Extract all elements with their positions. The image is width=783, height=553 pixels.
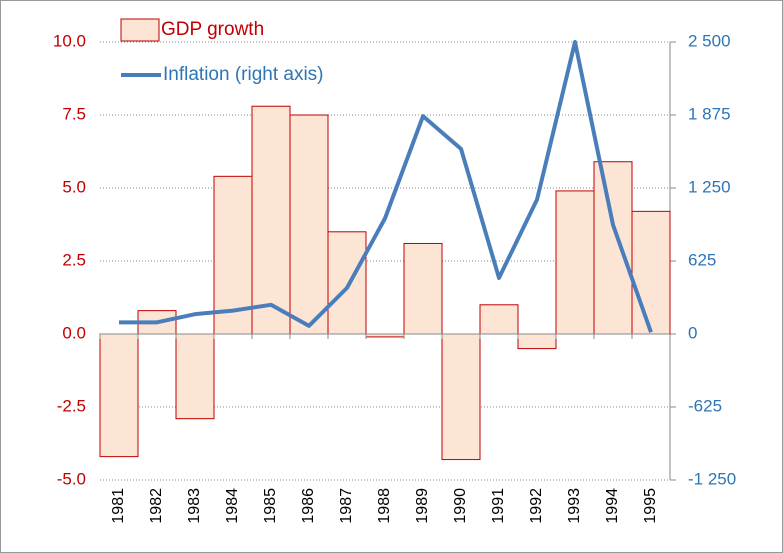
legend-swatch [120, 18, 160, 42]
legend-label: GDP growth [161, 19, 264, 40]
y-tick-label: -2.5 [57, 396, 86, 415]
x-tick-label: 1984 [224, 488, 241, 524]
line [119, 40, 653, 333]
y-tick-label: 10.0 [53, 31, 86, 50]
legend-label: Inflation (right axis) [163, 64, 324, 85]
bar [555, 190, 595, 335]
bar [99, 333, 139, 458]
y2-tick-label: 0 [688, 323, 697, 342]
x-tick-label: 1982 [148, 488, 165, 524]
y2-tick-label: 625 [688, 250, 716, 269]
y-tick-label: -5.0 [57, 469, 86, 488]
bar [289, 114, 329, 335]
x-tick-label: 1981 [110, 488, 127, 524]
x-tick-label: 1991 [490, 488, 507, 524]
bar [441, 333, 481, 461]
y2-tick-label: 2 500 [688, 31, 731, 50]
y-tick-label: 0.0 [62, 323, 86, 342]
x-tick-label: 1995 [642, 488, 659, 524]
x-tick-label: 1988 [376, 488, 393, 524]
bar [593, 161, 633, 335]
x-tick-label: 1994 [604, 488, 621, 524]
bar [327, 231, 367, 335]
x-tick-label: 1983 [186, 488, 203, 524]
bar [403, 242, 443, 335]
bar [479, 304, 519, 335]
x-tick-label: 1992 [528, 488, 545, 524]
x-tick-label: 1985 [262, 488, 279, 524]
x-tick-label: 1993 [566, 488, 583, 524]
y2-tick-label: -625 [688, 396, 722, 415]
y2-tick-label: -1 250 [688, 469, 736, 488]
bar [175, 333, 215, 420]
x-tick-label: 1987 [338, 488, 355, 524]
y-tick-label: 2.5 [62, 250, 86, 269]
bar [251, 105, 291, 335]
y-tick-label: 5.0 [62, 177, 86, 196]
x-tick-label: 1986 [300, 488, 317, 524]
y2-tick-label: 1 250 [688, 177, 731, 196]
x-tick-label: 1990 [452, 488, 469, 524]
y-tick-label: 7.5 [62, 104, 86, 123]
bar [631, 210, 671, 335]
x-tick-label: 1989 [414, 488, 431, 524]
bar [517, 333, 557, 350]
y2-tick-label: 1 875 [688, 104, 731, 123]
